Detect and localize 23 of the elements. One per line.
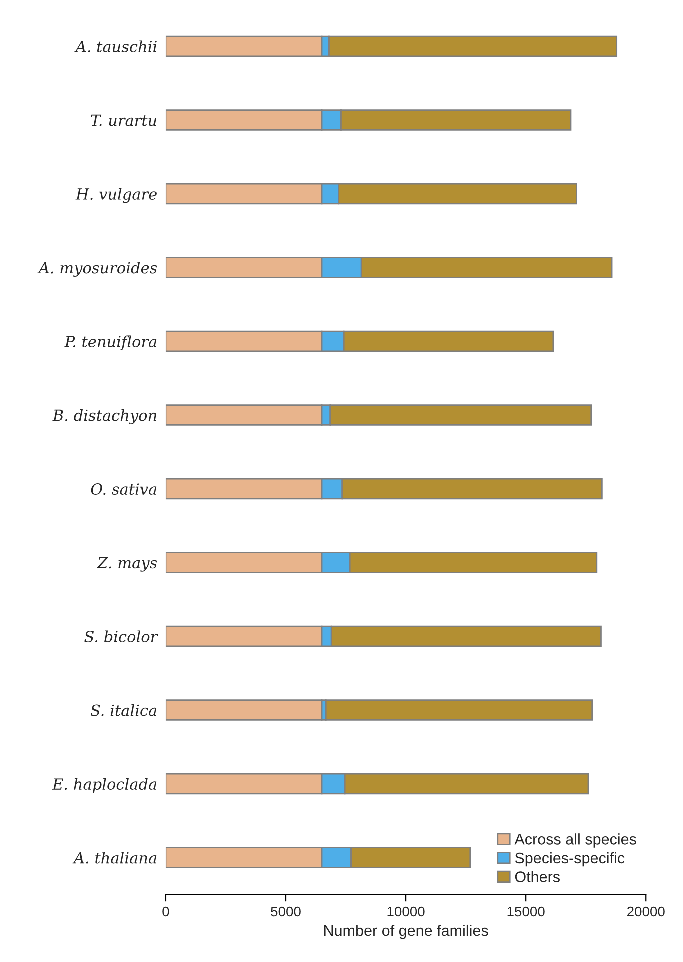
legend-label: Others <box>515 871 560 882</box>
y-tick-label: B. distachyon <box>52 409 157 424</box>
y-tick-label: A. myosuroides <box>38 262 158 277</box>
x-tick-label: 10000 <box>388 906 425 917</box>
x-tick-label: 20000 <box>628 906 665 917</box>
y-tick-label: A. tauschii <box>74 40 157 53</box>
bar <box>166 700 323 721</box>
x-axis-title: Number of gene families <box>324 924 488 940</box>
y-tick-label: S. italica <box>90 704 157 716</box>
y-tick-label: O. sativa <box>91 483 157 496</box>
legend-label: Across all species <box>514 834 636 848</box>
y-tick-label: S. bicolor <box>84 630 158 643</box>
x-tick-label: 5000 <box>271 906 301 917</box>
x-tick-label: 15000 <box>508 906 545 917</box>
y-tick-label: P. tenuiflora <box>64 336 157 350</box>
x-tick-label: 0 <box>162 906 170 917</box>
y-tick-label: A. thaliana <box>72 852 157 864</box>
bar <box>325 700 594 721</box>
legend-label: Species-specific <box>515 852 625 867</box>
y-tick-label: Z. mays <box>97 557 158 572</box>
y-tick-label: T. urartu <box>91 114 157 126</box>
y-tick-label: E. haploclada <box>52 778 157 794</box>
y-tick-label: H. vulgare <box>76 188 157 204</box>
